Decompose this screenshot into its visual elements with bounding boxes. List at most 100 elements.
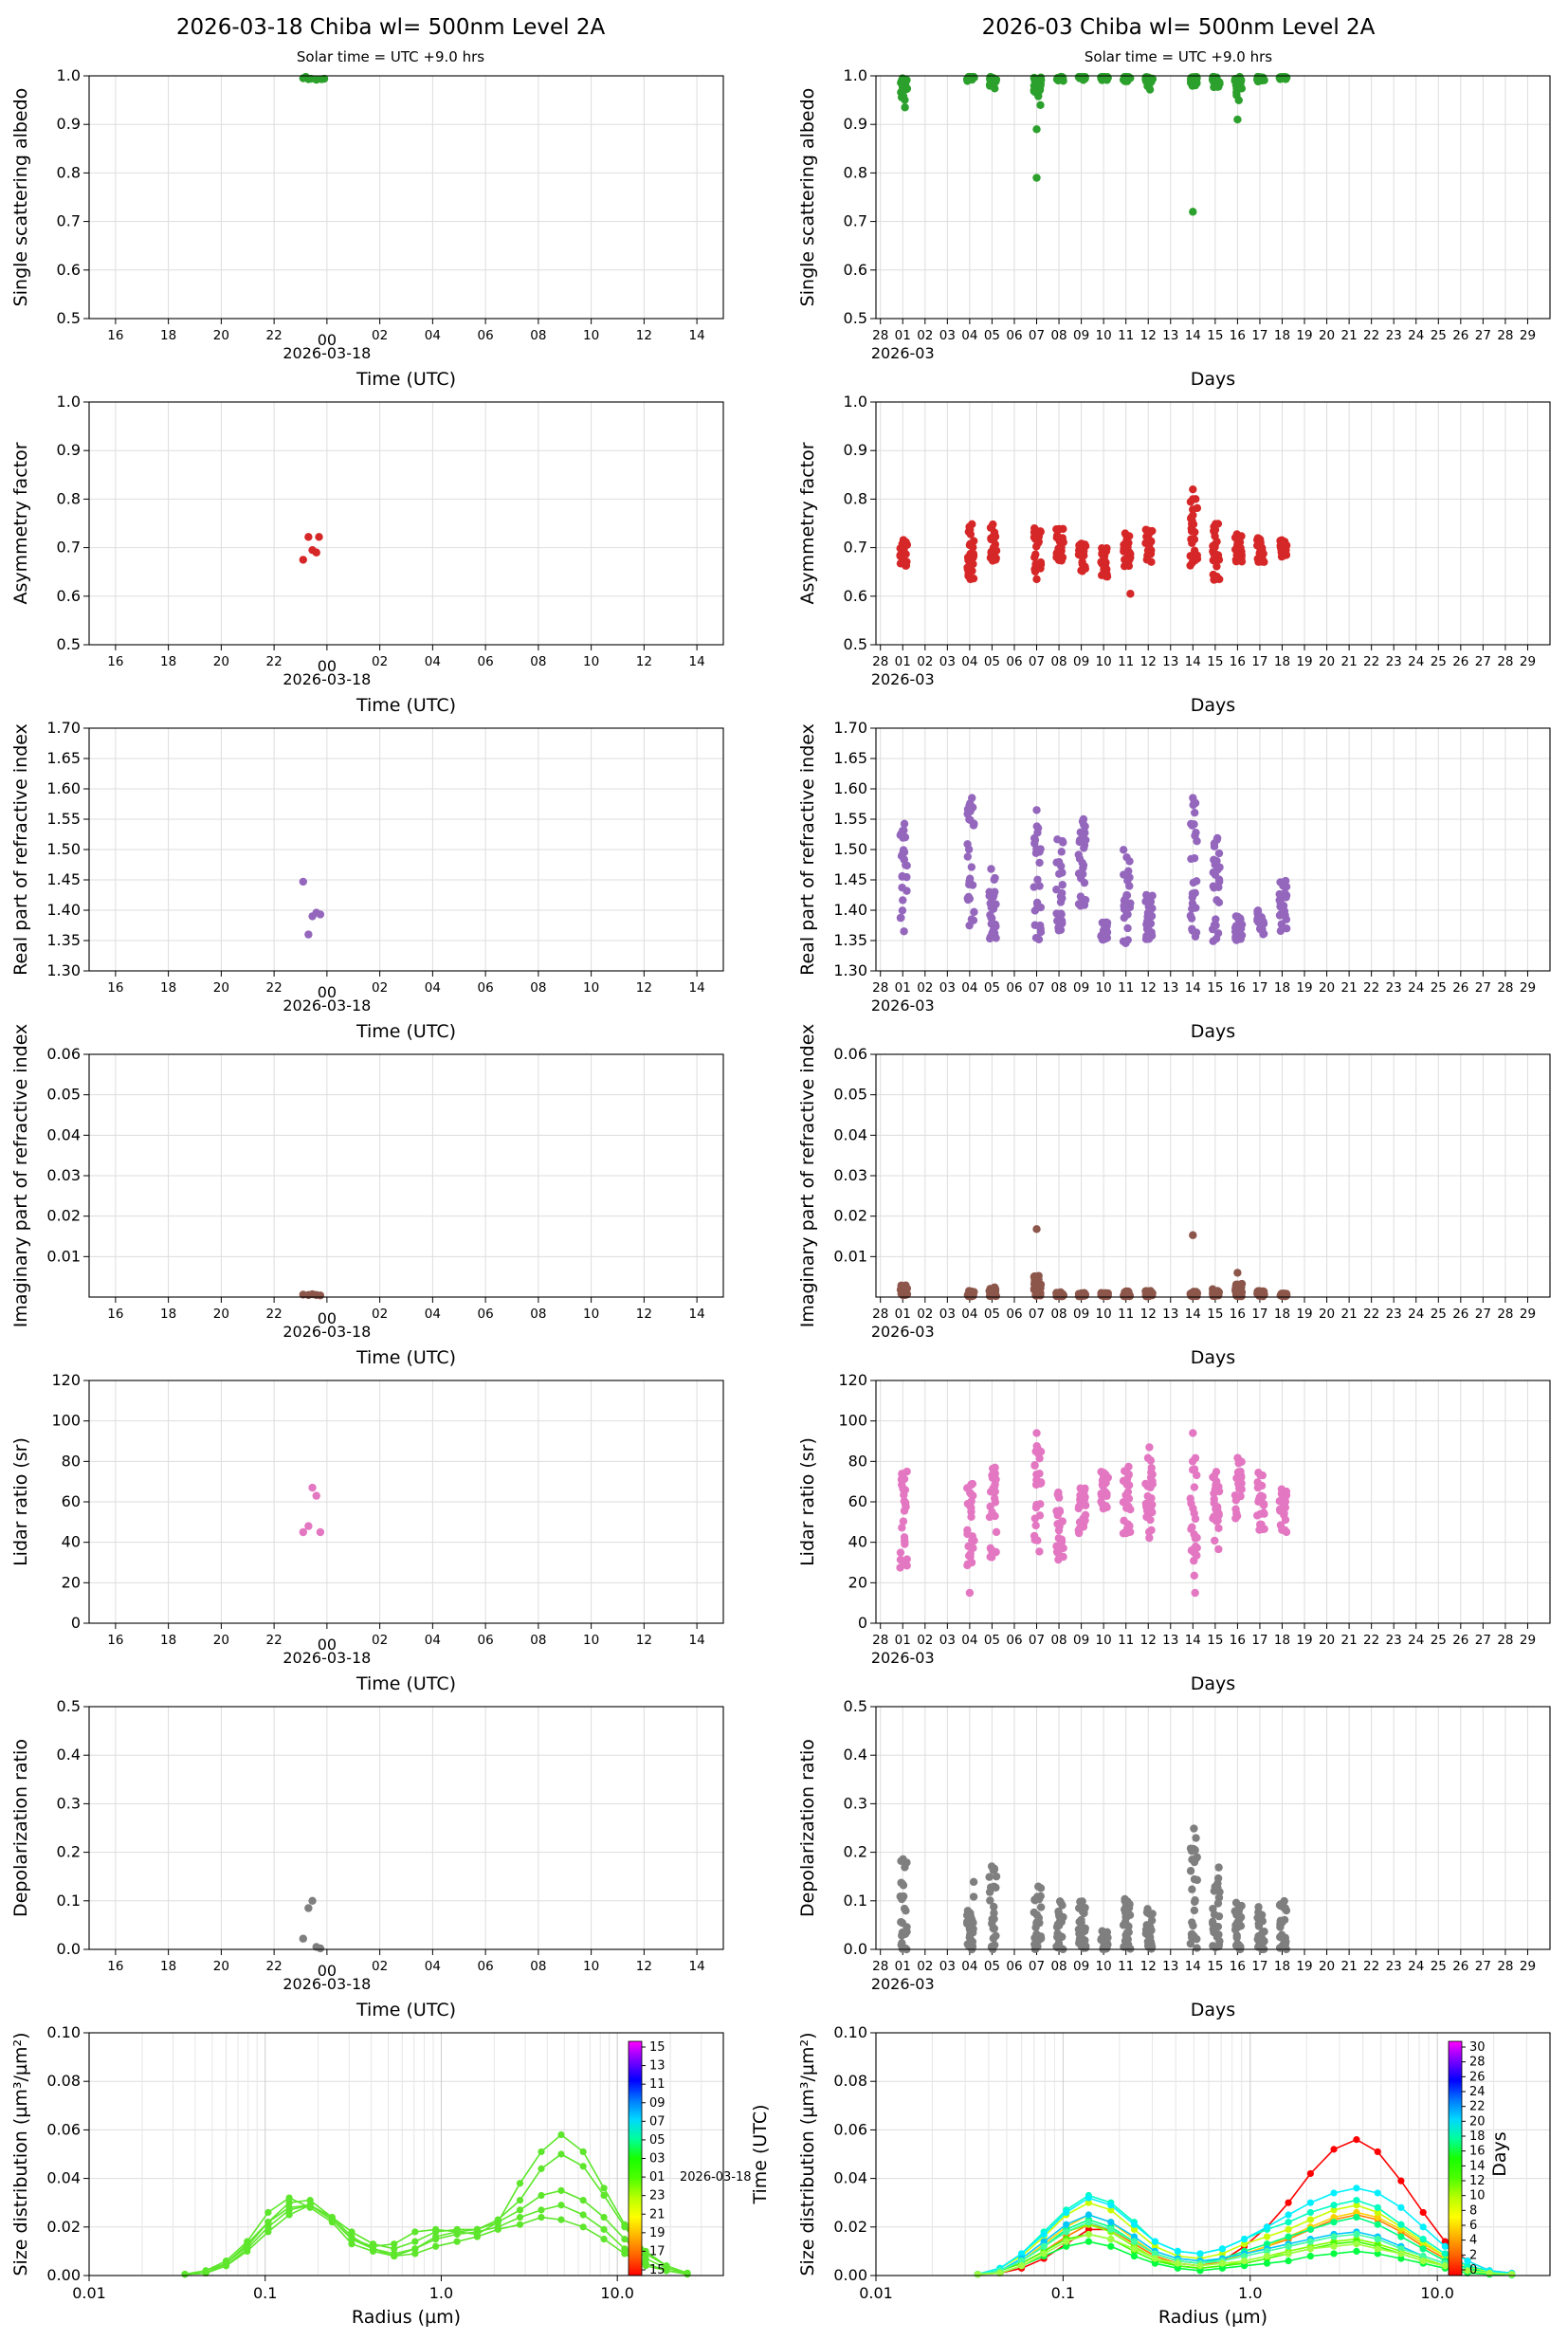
y-tick-label: 40 [62, 1533, 81, 1551]
size-dist-point [1218, 2264, 1227, 2272]
size-dist-point [1441, 2250, 1449, 2258]
colorbar-label: Days [1489, 2131, 1510, 2176]
x-tick-label: 01 [895, 1307, 911, 1322]
y-tick-label: 0.5 [844, 1697, 867, 1715]
size-dist-point [1397, 2245, 1405, 2253]
scatter-point [970, 907, 978, 917]
size-dist-point [1107, 2242, 1115, 2250]
y-axis-label: Lidar ratio (sr) [797, 1437, 818, 1566]
x-tick-label: 28 [872, 1633, 888, 1648]
scatter-point [1077, 551, 1085, 560]
x-axis-label: Time (UTC) [356, 2000, 456, 2020]
x-tick-label: 13 [1162, 654, 1178, 669]
scatter-point [1279, 551, 1287, 559]
x-tick-label: 1.0 [1238, 2284, 1262, 2302]
y-tick-label: 0.8 [57, 489, 81, 507]
x-tick-label: 09 [1073, 980, 1089, 996]
scatter-point [1030, 1514, 1040, 1523]
scatter-point [1255, 1495, 1264, 1504]
scatter-point [1036, 1500, 1045, 1508]
scatter-point [1188, 893, 1196, 902]
scatter-point [1191, 1588, 1199, 1598]
x-tick-label: 26 [1452, 1633, 1468, 1648]
size-dist-point [1353, 2240, 1360, 2248]
y-axis-label: Size distribution (µm³/µm²) [10, 2032, 31, 2276]
axes-frame [875, 2032, 1551, 2276]
size-dist-point [1085, 2219, 1092, 2226]
scatter-point [1146, 897, 1156, 906]
scatter-point [1145, 1443, 1154, 1452]
x-tick-label: 28 [872, 654, 888, 669]
y-tick-label: 1.40 [833, 901, 867, 919]
size-dist-point [1218, 2259, 1227, 2267]
x-tick-label: 04 [425, 1307, 441, 1322]
scatter-point [1190, 1571, 1198, 1580]
scatter-point [1275, 889, 1284, 899]
scatter-point [1278, 1526, 1286, 1534]
size-dist-point [621, 2250, 629, 2258]
scatter-point [1214, 1863, 1223, 1872]
x-tick-label: 25 [1431, 1959, 1447, 1974]
scatter-point [988, 75, 997, 83]
size-dist-point [1374, 2221, 1381, 2228]
size-dist-point [1419, 2223, 1427, 2231]
size-dist-point [557, 2150, 565, 2158]
size-dist-point [1419, 2252, 1427, 2260]
x-tick-label: 07 [1029, 1959, 1045, 1974]
x-tick-label: 14 [1185, 1633, 1201, 1648]
scatter-point [1191, 932, 1200, 941]
x-tick-label: 18 [1274, 1959, 1290, 1974]
scatter-point [1191, 832, 1199, 840]
x-tick-label: 13 [1162, 328, 1178, 343]
x-tick-label: 15 [1207, 1959, 1223, 1974]
x-tick-label: 08 [1050, 1633, 1067, 1648]
scatter-point [991, 84, 999, 93]
x-tick-label: 03 [939, 1959, 956, 1974]
size-dist-point [1464, 2262, 1471, 2270]
scatter-point [990, 1909, 998, 1917]
scatter-point [1121, 1896, 1129, 1906]
colorbar [1448, 2040, 1463, 2276]
x-axis-label: Time (UTC) [356, 1021, 456, 1042]
x-tick-label: 04 [961, 1307, 977, 1322]
scatter-point [1030, 1941, 1039, 1950]
x-tick-label: 16 [107, 328, 123, 343]
y-axis-label: Asymmetry factor [797, 442, 818, 604]
size-dist-point [1174, 2259, 1181, 2267]
scatter-point [900, 819, 909, 829]
scatter-point [1191, 556, 1199, 565]
x-tick-label: 08 [1050, 1307, 1067, 1322]
x-tick-label: 18 [160, 328, 176, 343]
x-tick-label: 01 [895, 328, 911, 343]
size-dist-point [244, 2247, 251, 2255]
size-dist-point [1063, 2242, 1070, 2250]
scatter-point [1121, 1490, 1130, 1500]
scatter-point [988, 557, 997, 565]
size-dist-line [184, 2133, 688, 2276]
y-tick-label: 1.30 [46, 961, 81, 979]
x-tick-label: 14 [1185, 1307, 1201, 1322]
scatter-point [1146, 1515, 1155, 1525]
scatter-point [990, 1494, 999, 1503]
size-dist-point [1285, 2211, 1292, 2219]
scatter-point [1035, 80, 1045, 89]
size-dist-point [1397, 2177, 1405, 2185]
size-dist-point [1263, 2240, 1271, 2248]
scatter-point [1279, 1506, 1287, 1515]
x-tick-label: 27 [1475, 1959, 1491, 1974]
x-tick-label: 12 [636, 1307, 652, 1322]
scatter-point [1120, 913, 1129, 923]
scatter-point [1076, 828, 1085, 836]
x-tick-label: 23 [1386, 654, 1402, 669]
scatter-point [1075, 1525, 1084, 1533]
size-dist-point [285, 2194, 293, 2202]
scatter-point [1235, 923, 1244, 932]
y-axis-label: Lidar ratio (sr) [10, 1437, 31, 1566]
x-tick-label: 01 [895, 654, 911, 669]
scatter-point [1234, 537, 1243, 546]
scatter-point [1214, 1524, 1223, 1532]
scatter-point [986, 523, 995, 532]
scatter-point [1077, 1915, 1085, 1925]
x-tick-label: 16 [1230, 1307, 1246, 1322]
x-tick-label: 06 [1006, 328, 1022, 343]
